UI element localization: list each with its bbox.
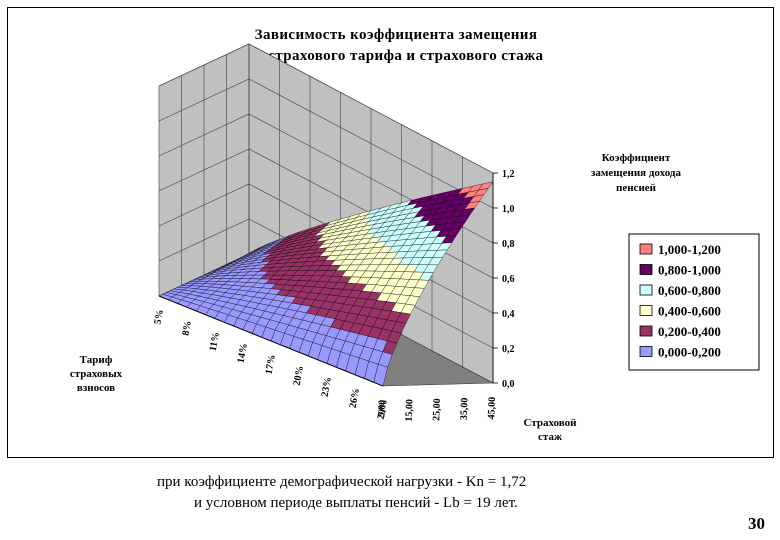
- x-axis-title: страховых: [70, 368, 123, 380]
- x-axis-title: взносов: [77, 382, 115, 394]
- surface-front-edge: [158, 295, 384, 387]
- page-number: 30: [748, 514, 765, 533]
- x-tick-label: 29%: [376, 399, 390, 421]
- x-axis-title: Тариф: [80, 354, 113, 366]
- legend-swatch: [639, 325, 653, 337]
- surface-chart: Зависимость коэффициента замещения от ст…: [70, 27, 760, 443]
- legend-label: 0,600-0,800: [658, 283, 721, 298]
- chart-frame: Зависимость коэффициента замещения от ст…: [7, 7, 774, 458]
- y-tick-label: 25,00: [431, 398, 443, 421]
- legend-swatch: [639, 284, 653, 296]
- legend-swatch: [639, 346, 653, 357]
- y-axis-title: стаж: [538, 431, 562, 443]
- z-tick-label: 0,6: [502, 274, 515, 285]
- legend-label: 0,800-1,000: [658, 263, 721, 278]
- z-tick-label: 0,4: [502, 309, 515, 320]
- y-axis-ticks: 5,00 15,00 25,00 35,00 45,00: [376, 397, 498, 422]
- legend-swatch: [639, 243, 653, 255]
- chart-title-line-1: Зависимость коэффициента замещения: [255, 27, 538, 43]
- z-axis-title: пенсией: [616, 182, 657, 194]
- legend-label: 0,000-0,200: [658, 345, 721, 360]
- x-tick-label: 14%: [236, 342, 250, 364]
- y-tick-label: 15,00: [404, 399, 416, 422]
- legend-swatch: [639, 264, 653, 275]
- y-tick-label: 5,00: [376, 400, 388, 418]
- y-tick-label: 45,00: [486, 397, 498, 420]
- legend-swatch: [639, 305, 653, 316]
- z-axis-ticks: 0,0 0,2 0,4 0,6 0,8 1,0 1,2: [492, 169, 515, 390]
- x-tick-label: 26%: [348, 387, 362, 409]
- legend-label: 1,000-1,200: [658, 242, 721, 257]
- surface-plot: [158, 181, 494, 387]
- legend: 1,000-1,200 0,800-1,000 0,600-0,800 0,400-0…: [628, 233, 760, 371]
- z-axis-title: Коэффициент: [602, 152, 671, 164]
- y-tick-label: 35,00: [459, 397, 471, 420]
- chart-title-line-2: от страхового тарифа и страхового стажа: [249, 48, 544, 64]
- z-axis-title: замещения дохода: [591, 167, 681, 179]
- z-tick-label: 0,2: [502, 344, 515, 355]
- x-tick-label: 5%: [153, 309, 166, 326]
- y-axis-title: Страховой: [524, 417, 578, 429]
- z-tick-label: 1,2: [502, 169, 515, 180]
- x-tick-label: 23%: [320, 376, 334, 398]
- x-tick-label: 20%: [292, 365, 306, 387]
- x-axis-ticks: 5% 8% 11% 14% 17% 20% 23% 26% 29%: [153, 309, 390, 421]
- legend-label: 0,200-0,400: [658, 324, 721, 339]
- legend-label: 0,400-0,600: [658, 304, 721, 319]
- x-tick-label: 17%: [264, 354, 278, 376]
- z-tick-label: 1,0: [502, 204, 515, 215]
- axis-names: Тариф страховых взносов Страховой стаж Коэффи…: [70, 152, 682, 443]
- z-tick-label: 0,8: [502, 239, 515, 250]
- x-tick-label: 11%: [208, 331, 222, 352]
- caption-line-2: и условном периоде выплаты пенсий - Lb =…: [194, 495, 518, 511]
- x-tick-label: 8%: [181, 320, 194, 337]
- caption-line-1: при коэффициенте демографической нагрузк…: [157, 474, 527, 490]
- z-tick-label: 0,0: [502, 379, 515, 390]
